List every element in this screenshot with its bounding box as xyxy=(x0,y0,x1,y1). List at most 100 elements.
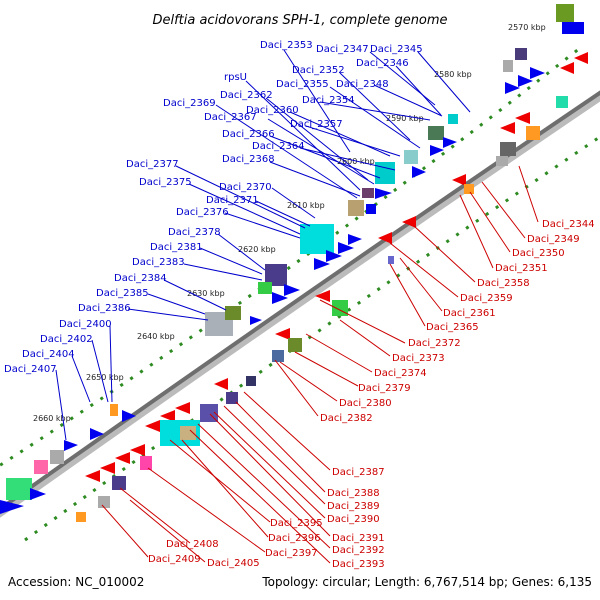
gene-label[interactable]: Daci_2344 xyxy=(542,219,595,230)
gene-label[interactable]: Daci_2402 xyxy=(40,334,93,345)
gene-label[interactable]: Daci_2361 xyxy=(443,308,496,319)
tick-label: 2650 kbp xyxy=(86,373,124,382)
gene-label[interactable]: Daci_2408 xyxy=(166,539,219,550)
gene-label[interactable]: rpsU xyxy=(224,72,247,83)
feature-block xyxy=(556,96,568,108)
gene-label[interactable]: Daci_2375 xyxy=(139,177,192,188)
feature-arrow xyxy=(272,292,288,304)
gene-label[interactable]: Daci_2390 xyxy=(327,514,380,525)
gene-label[interactable]: Daci_2404 xyxy=(22,349,75,360)
gene-label[interactable]: Daci_2397 xyxy=(265,548,318,559)
gene-label[interactable]: Daci_2385 xyxy=(96,288,149,299)
gene-label[interactable]: Daci_2367 xyxy=(204,112,257,123)
gene-label[interactable]: Daci_2359 xyxy=(460,293,513,304)
gene-label[interactable]: Daci_2396 xyxy=(268,533,321,544)
gene-label[interactable]: Daci_2351 xyxy=(495,263,548,274)
gene-label[interactable]: Daci_2364 xyxy=(252,141,305,152)
gene-label[interactable]: Daci_2349 xyxy=(527,234,580,245)
feature-block xyxy=(375,162,395,184)
gene-label[interactable]: Daci_2353 xyxy=(260,40,313,51)
gene-label[interactable]: Daci_2358 xyxy=(477,278,530,289)
feature-arrow xyxy=(30,488,46,500)
gene-label[interactable]: Daci_2360 xyxy=(246,105,299,116)
gene-label[interactable]: Daci_2345 xyxy=(370,44,423,55)
gene-label[interactable]: Daci_2388 xyxy=(327,488,380,499)
gene-label[interactable]: Daci_2370 xyxy=(219,182,272,193)
feature-arrow xyxy=(430,145,444,156)
gene-label[interactable]: Daci_2371 xyxy=(206,195,259,206)
feature-arrow xyxy=(505,82,520,94)
gene-label[interactable]: Daci_2391 xyxy=(332,533,385,544)
kbp-ticks: 2570 kbp 2580 kbp 2590 kbp 2600 kbp 2610… xyxy=(33,23,546,423)
gene-label[interactable]: Daci_2357 xyxy=(290,119,343,130)
feature-block xyxy=(348,200,364,216)
gene-label[interactable]: Daci_2393 xyxy=(332,559,385,570)
genome-stats-text: Topology: circular; Length: 6,767,514 bp… xyxy=(261,575,592,589)
gene-label[interactable]: Daci_2373 xyxy=(392,353,445,364)
gene-label[interactable]: Daci_2400 xyxy=(59,319,112,330)
feature-block xyxy=(362,188,374,198)
gene-label[interactable]: Daci_2384 xyxy=(114,273,167,284)
feature-arrow xyxy=(175,402,190,414)
feature-arrow xyxy=(378,232,392,244)
feature-arrow xyxy=(250,316,262,325)
feature-block xyxy=(180,426,196,440)
gene-label[interactable]: Daci_2389 xyxy=(327,501,380,512)
feature-block xyxy=(112,476,126,490)
gene-label[interactable]: Daci_2365 xyxy=(426,322,479,333)
gene-label[interactable]: Daci_2392 xyxy=(332,545,385,556)
feature-block xyxy=(265,264,287,286)
gene-label[interactable]: Daci_2369 xyxy=(163,98,216,109)
gene-label[interactable]: Daci_2380 xyxy=(339,398,392,409)
feature-block xyxy=(464,184,474,194)
gene-label[interactable]: Daci_2347 xyxy=(316,44,369,55)
gene-label[interactable]: Daci_2350 xyxy=(512,248,565,259)
gene-label[interactable]: Daci_2355 xyxy=(276,79,329,90)
gene-label[interactable]: Daci_2377 xyxy=(126,159,179,170)
feature-arrow xyxy=(0,500,24,514)
tick-label: 2610 kbp xyxy=(287,201,325,210)
feature-block xyxy=(366,204,376,214)
gene-label[interactable]: Daci_2368 xyxy=(222,154,275,165)
forward-gene-labels: Daci_2353 Daci_2347 Daci_2345 Daci_2346 … xyxy=(4,40,423,375)
feature-arrow xyxy=(100,462,115,474)
feature-arrow xyxy=(315,290,330,302)
gene-label[interactable]: Daci_2395 xyxy=(270,518,323,529)
gene-label[interactable]: Daci_2366 xyxy=(222,129,275,140)
gene-label[interactable]: Daci_2362 xyxy=(220,90,273,101)
feature-arrow xyxy=(574,52,588,64)
gene-label[interactable]: Daci_2387 xyxy=(332,467,385,478)
gene-label[interactable]: Daci_2352 xyxy=(292,65,345,76)
gene-label[interactable]: Daci_2348 xyxy=(336,79,389,90)
feature-block xyxy=(404,150,418,164)
feature-block xyxy=(6,478,32,500)
gene-label[interactable]: Daci_2354 xyxy=(302,95,355,106)
gene-label[interactable]: Daci_2381 xyxy=(150,242,203,253)
feature-arrow xyxy=(530,67,545,79)
gene-label[interactable]: Daci_2409 xyxy=(148,554,201,565)
gene-label[interactable]: Daci_2376 xyxy=(176,207,229,218)
gene-label[interactable]: Daci_2407 xyxy=(4,364,57,375)
feature-arrow xyxy=(518,75,533,87)
gene-label[interactable]: Daci_2346 xyxy=(356,58,409,69)
gene-label[interactable]: Daci_2379 xyxy=(358,383,411,394)
feature-arrow xyxy=(145,420,160,432)
tick-label: 2580 kbp xyxy=(434,70,472,79)
accession-text: Accession: NC_010002 xyxy=(8,575,144,589)
feature-block xyxy=(98,496,110,508)
feature-block xyxy=(500,142,516,156)
tick-label: 2620 kbp xyxy=(238,245,276,254)
gene-label[interactable]: Daci_2405 xyxy=(207,558,260,569)
tick-label: 2630 kbp xyxy=(187,289,225,298)
gene-label[interactable]: Daci_2372 xyxy=(408,338,461,349)
feature-block xyxy=(140,456,152,470)
gene-label[interactable]: Daci_2374 xyxy=(374,368,427,379)
tick-label: 2640 kbp xyxy=(137,332,175,341)
feature-arrow xyxy=(275,328,290,340)
gene-label[interactable]: Daci_2378 xyxy=(168,227,221,238)
gene-label[interactable]: Daci_2386 xyxy=(78,303,131,314)
gene-label[interactable]: Daci_2383 xyxy=(132,257,185,268)
gene-label[interactable]: Daci_2382 xyxy=(320,413,373,424)
feature-arrow xyxy=(284,284,300,296)
